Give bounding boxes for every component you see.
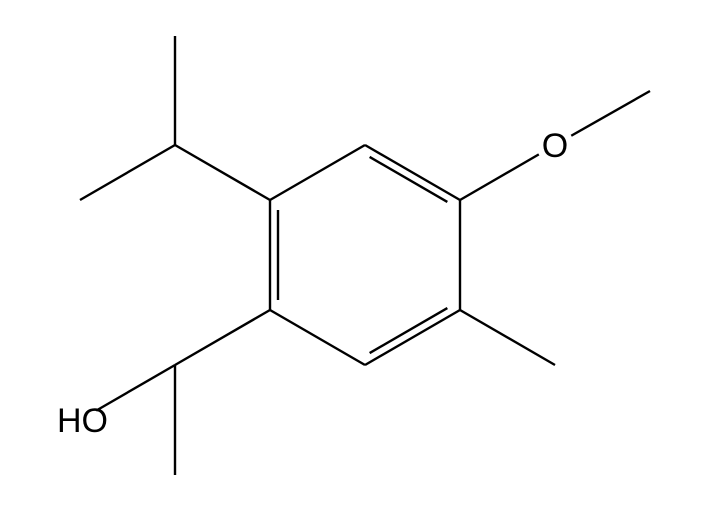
bond: [571, 91, 650, 136]
bond: [460, 154, 539, 200]
bond: [96, 365, 175, 411]
bond: [270, 145, 365, 200]
bond: [370, 308, 448, 353]
bond: [175, 310, 270, 365]
bond: [365, 145, 460, 200]
bond: [80, 145, 175, 200]
bond: [460, 310, 555, 365]
bond: [370, 157, 448, 202]
atom-label-o: O: [542, 127, 568, 165]
atom-label-ho: HO: [57, 402, 108, 440]
bond: [175, 145, 270, 200]
bond: [270, 310, 365, 365]
bond: [365, 310, 460, 365]
